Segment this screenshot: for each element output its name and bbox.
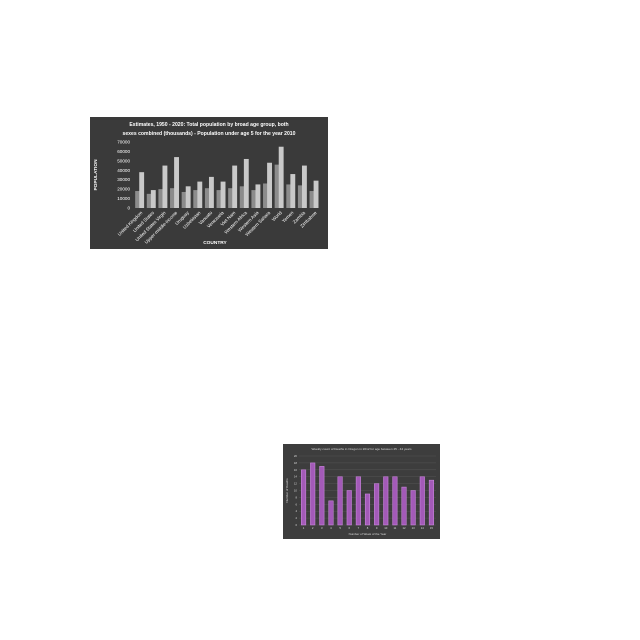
y-tick-label: 2: [295, 516, 297, 520]
y-tick-label: 16: [294, 468, 298, 472]
bar: [337, 476, 343, 526]
x-tick-label: 11: [393, 526, 396, 530]
population-chart: Estimates, 1950 - 2020: Total population…: [90, 117, 328, 249]
y-tick-label: 14: [294, 475, 298, 479]
bar-secondary: [309, 191, 315, 208]
bar: [374, 483, 380, 526]
bar: [208, 176, 214, 208]
bar: [174, 157, 179, 208]
bar: [392, 476, 398, 526]
bar: [150, 190, 156, 208]
bar-secondary: [181, 191, 187, 208]
x-tick-label: 13: [412, 526, 416, 530]
chart-title-line-2: sexes combined (thousands) - Population …: [123, 131, 296, 137]
chart-title-line-1: Estimates, 1950 - 2020: Total population…: [129, 122, 288, 128]
bar-secondary: [263, 183, 268, 208]
deaths-chart: Weekly count of Deaths in Oregon in 2012…: [283, 444, 440, 539]
x-tick-label: 3: [321, 526, 323, 530]
bar-secondary: [297, 185, 303, 208]
y-tick-label: 8: [295, 495, 297, 499]
x-tick-label: 7: [358, 526, 360, 530]
x-tick-label: 5: [339, 526, 341, 530]
bar: [364, 493, 371, 526]
bar: [319, 466, 325, 526]
x-tick-label: 1: [303, 526, 305, 530]
bar: [301, 469, 307, 526]
bar: [419, 476, 425, 526]
bar-secondary: [158, 189, 164, 208]
x-tick-label: 8: [367, 526, 369, 530]
x-tick-label: 4: [330, 526, 332, 530]
bar: [197, 181, 203, 208]
y-tick-label: 12: [294, 482, 298, 486]
x-tick-label: 14: [421, 526, 425, 530]
y-tick-label: 18: [294, 461, 298, 465]
bar-secondary: [146, 193, 152, 208]
bar-secondary: [204, 188, 210, 208]
bar: [383, 476, 389, 526]
chart-background: [283, 444, 440, 539]
bar-secondary: [216, 190, 222, 208]
y-tick-label: 50000: [117, 158, 130, 163]
bar: [328, 500, 334, 526]
chart-title: Weekly count of Deaths in Oregon in 2012…: [311, 447, 411, 451]
x-axis-label: Number of Week of the Year: [349, 532, 387, 536]
bar: [290, 174, 296, 208]
bar: [355, 476, 361, 526]
bar: [278, 146, 284, 208]
bar: [232, 165, 238, 208]
bar-secondary: [193, 190, 199, 208]
bar: [220, 181, 226, 208]
bar: [401, 486, 407, 526]
y-tick-label: 6: [295, 502, 297, 506]
bar: [139, 172, 145, 208]
y-tick-label: 0: [295, 523, 297, 527]
bar: [255, 184, 261, 208]
y-tick-label: 70000: [117, 140, 130, 145]
bar: [267, 162, 272, 208]
y-tick-label: 20000: [117, 187, 130, 192]
x-tick-label: 15: [430, 526, 434, 530]
bar: [185, 186, 191, 208]
x-tick-label: 10: [384, 526, 388, 530]
bar-secondary: [274, 164, 280, 208]
bar: [243, 158, 249, 208]
bar: [310, 462, 316, 526]
bar: [313, 180, 319, 208]
bar: [301, 165, 307, 208]
y-tick-label: 40000: [117, 168, 130, 173]
y-tick-label: 10000: [117, 196, 130, 201]
x-axis-label: COUNTRY: [203, 240, 227, 246]
bar-secondary: [228, 188, 234, 208]
y-tick-label: 30000: [117, 177, 130, 182]
x-tick-label: 2: [312, 526, 314, 530]
x-tick-label: 9: [376, 526, 378, 530]
x-tick-label: 6: [348, 526, 350, 530]
y-tick-label: 4: [295, 509, 297, 513]
bar-secondary: [239, 186, 245, 208]
y-axis-label: POPULATION: [93, 159, 99, 191]
y-tick-label: 10: [294, 489, 298, 493]
bar-secondary: [135, 191, 141, 208]
bar: [162, 165, 168, 208]
bar: [410, 490, 416, 526]
y-tick-label: 60000: [117, 149, 130, 154]
bar-secondary: [170, 188, 175, 208]
bar-secondary: [286, 184, 292, 208]
deaths-chart-svg: Weekly count of Deaths in Oregon in 2012…: [283, 444, 440, 539]
bar: [346, 490, 352, 526]
x-tick-label: 12: [402, 526, 406, 530]
bar: [428, 479, 434, 526]
y-axis-label: Number of Deaths: [285, 478, 289, 503]
population-chart-svg: Estimates, 1950 - 2020: Total population…: [90, 117, 328, 249]
y-tick-label: 20: [294, 454, 298, 458]
y-tick-label: 0: [127, 206, 130, 211]
bar-secondary: [251, 190, 257, 208]
